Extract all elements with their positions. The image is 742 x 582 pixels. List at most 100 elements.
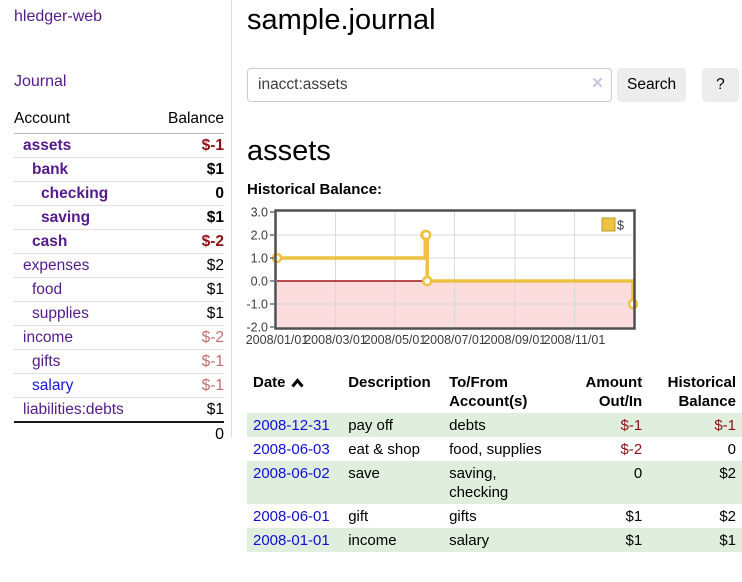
account-row: cash $-2 <box>14 229 224 254</box>
account-balance: $1 <box>153 397 224 422</box>
transaction-amount: $1 <box>625 531 643 549</box>
sidebar-account-link[interactable]: food <box>32 280 63 298</box>
register-header-description[interactable]: Description <box>348 374 431 391</box>
transaction-date-link[interactable]: 2008-06-03 <box>253 440 330 458</box>
account-balance: $-1 <box>153 373 224 398</box>
register-row[interactable]: 2008-01-01 income salary $1 $1 <box>247 528 742 552</box>
account-row: salary $-1 <box>14 373 224 398</box>
svg-text:-1.0: -1.0 <box>246 298 268 312</box>
sidebar: hledger-web Journal Account Balance asse… <box>0 0 232 552</box>
register-row[interactable]: 2008-06-02 save saving, checking 0 $2 <box>247 461 742 504</box>
transaction-balance: $2 <box>719 464 736 482</box>
sidebar-item-journal[interactable]: Journal <box>14 73 67 90</box>
account-heading: assets <box>247 135 331 167</box>
sidebar-account-link[interactable]: assets <box>23 136 72 154</box>
sidebar-nav: Journal <box>14 73 224 91</box>
transaction-date-link[interactable]: 2008-01-01 <box>253 531 330 549</box>
transaction-description: pay off <box>348 416 393 434</box>
account-balance: $1 <box>153 205 224 230</box>
account-row: liabilities:debts $1 <box>14 397 224 422</box>
transaction-date-link[interactable]: 2008-12-31 <box>253 416 330 434</box>
transaction-balance: $2 <box>719 507 736 525</box>
search-row: × Search ? <box>247 68 742 102</box>
register-row[interactable]: 2008-06-01 gift gifts $1 $2 <box>247 504 742 528</box>
transaction-accounts: gifts <box>449 507 477 525</box>
sidebar-account-link[interactable]: liabilities:debts <box>23 400 124 418</box>
transaction-accounts: salary <box>449 531 490 549</box>
sidebar-account-link[interactable]: cash <box>32 232 68 250</box>
svg-text:1.0: 1.0 <box>251 252 268 266</box>
register-row[interactable]: 2008-06-03 eat & shop food, supplies $-2 0 <box>247 437 742 461</box>
transaction-accounts: food, supplies <box>449 440 542 458</box>
transaction-description: gift <box>348 507 369 525</box>
accounts-tbody: assets $-1 bank $1 checking 0 saving $1 cash $-2 e… <box>14 134 224 422</box>
transaction-amount: 0 <box>633 464 643 482</box>
main-content: sample.journal × Search ? assets Histori… <box>232 0 742 552</box>
accounts-total: 0 <box>153 421 224 447</box>
sidebar-account-link[interactable]: gifts <box>32 352 61 370</box>
svg-text:2008/05/01: 2008/05/01 <box>364 333 427 347</box>
register-table: Date Description To/From Account(s) Amou… <box>247 371 742 552</box>
transaction-amount: $1 <box>625 507 643 525</box>
account-balance: $-1 <box>201 136 224 154</box>
transaction-description: eat & shop <box>348 440 420 458</box>
historical-balance-chart[interactable]: 3.0 2.0 1.0 0.0 -1.0 -2.02008/01/012008/03/01… <box>246 206 647 354</box>
svg-text:$: $ <box>617 219 624 233</box>
sidebar-account-link[interactable]: expenses <box>23 256 90 274</box>
account-balance: $1 <box>153 301 224 326</box>
svg-text:-2.0: -2.0 <box>246 321 268 335</box>
account-balance: $1 <box>153 157 224 182</box>
transaction-date-link[interactable]: 2008-06-02 <box>253 464 330 482</box>
account-row: expenses $2 <box>14 253 224 278</box>
sidebar-account-link[interactable]: saving <box>41 208 91 226</box>
register-tbody: 2008-12-31 pay off debts $-1 $-1 2008-06-03 ea… <box>247 413 742 552</box>
account-row: checking 0 <box>14 181 224 206</box>
help-button[interactable]: ? <box>702 68 739 102</box>
account-row: income $-2 <box>14 325 224 350</box>
account-balance: $-1 <box>153 349 224 374</box>
clear-search-icon[interactable]: × <box>591 73 603 94</box>
accounts-table: Account Balance assets $-1 bank $1 checking 0… <box>14 106 224 447</box>
account-row: saving $1 <box>14 205 224 230</box>
app-layout: hledger-web Journal Account Balance asse… <box>0 0 742 552</box>
register-header-balance[interactable]: Historical Balance <box>667 374 736 410</box>
register-header-amount[interactable]: Amount Out/In <box>585 374 643 410</box>
search-input[interactable] <box>247 68 612 102</box>
accounts-total-row: 0 <box>14 421 224 447</box>
accounts-header-account: Account <box>14 106 154 134</box>
brand-link[interactable]: hledger-web <box>14 8 103 25</box>
register-header-accounts[interactable]: To/From Account(s) <box>449 374 528 410</box>
account-row: food $1 <box>14 277 224 302</box>
svg-text:2008/09/01: 2008/09/01 <box>484 333 547 347</box>
transaction-accounts: debts <box>449 416 486 434</box>
register-header-date[interactable]: Date <box>247 371 342 413</box>
search-button[interactable]: Search <box>617 68 687 102</box>
transaction-accounts: saving, checking <box>449 464 509 501</box>
account-balance: $2 <box>153 253 224 278</box>
svg-text:3.0: 3.0 <box>251 206 268 220</box>
transaction-balance: 0 <box>727 440 736 458</box>
account-balance: $1 <box>153 277 224 302</box>
transaction-description: income <box>348 531 397 549</box>
account-row: supplies $1 <box>14 301 224 326</box>
register-row[interactable]: 2008-12-31 pay off debts $-1 $-1 <box>247 413 742 437</box>
account-balance: $-2 <box>153 229 224 254</box>
account-balance: 0 <box>153 181 224 206</box>
account-row: bank $1 <box>14 157 224 182</box>
transaction-balance: $-1 <box>714 416 736 434</box>
account-balance: $-2 <box>153 325 224 350</box>
chart-section-label: Historical Balance: <box>247 181 383 198</box>
account-row: assets $-1 <box>14 134 224 158</box>
transaction-date-link[interactable]: 2008-06-01 <box>253 507 330 525</box>
transaction-description: save <box>348 464 380 482</box>
svg-text:2008/11/01: 2008/11/01 <box>544 333 606 347</box>
svg-text:2.0: 2.0 <box>251 229 268 243</box>
accounts-header-balance: Balance <box>153 106 224 134</box>
sidebar-account-link[interactable]: bank <box>32 160 69 178</box>
transaction-amount: $-1 <box>620 416 643 434</box>
sidebar-account-link[interactable]: income <box>23 328 73 346</box>
sidebar-account-link[interactable]: supplies <box>32 304 89 322</box>
svg-text:2008/03/01: 2008/03/01 <box>304 333 367 347</box>
sidebar-account-link[interactable]: checking <box>41 184 109 202</box>
sidebar-account-link[interactable]: salary <box>32 376 74 394</box>
